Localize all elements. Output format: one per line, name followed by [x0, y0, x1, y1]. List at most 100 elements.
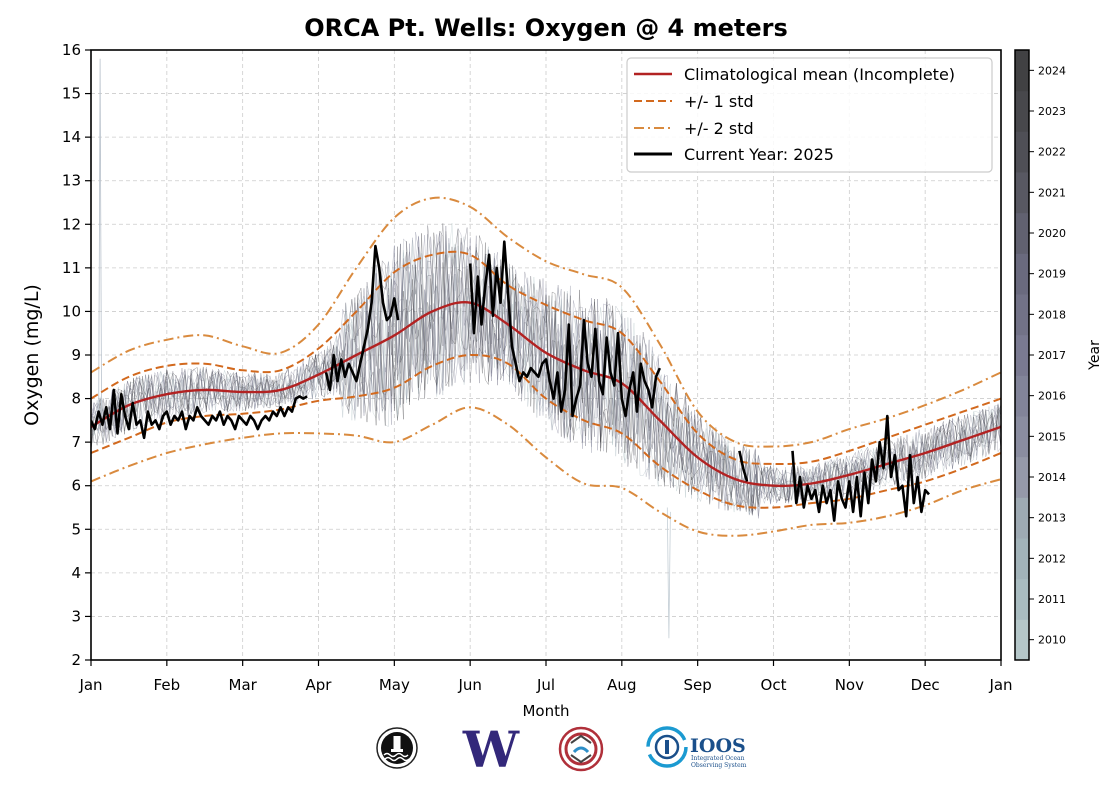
current-year-line-segment-2 — [324, 244, 400, 392]
historical-spike — [666, 507, 671, 639]
x-tick-label: Jun — [457, 676, 481, 694]
x-tick-label: Nov — [835, 676, 864, 694]
y-tick-label: 10 — [62, 302, 81, 320]
colorbar-tick-label: 2018 — [1038, 308, 1066, 321]
y-tick-label: 2 — [71, 651, 81, 669]
mean-line — [91, 301, 1001, 488]
y-tick-label: 16 — [62, 41, 81, 59]
ioos-logo-subtitle-1: Integrated Ocean — [691, 755, 745, 762]
legend-label-1std: +/- 1 std — [684, 92, 754, 111]
y-tick-label: 9 — [71, 346, 81, 364]
y-tick-label: 4 — [71, 564, 81, 582]
colorbar-tick-label: 2024 — [1038, 64, 1066, 77]
current-year-line-segment-5 — [791, 414, 930, 522]
native-art-logo — [558, 726, 604, 772]
uw-logo-text: W — [462, 720, 520, 779]
x-tick-label: Jan — [78, 676, 102, 694]
colorbar-swatch-2017 — [1015, 334, 1029, 376]
x-tick-label: Mar — [229, 676, 258, 694]
ioos-logo: IOOS Integrated Ocean Observing System — [646, 726, 747, 769]
colorbar-swatch-2022 — [1015, 131, 1029, 173]
legend-item-2std: +/- 2 std — [634, 119, 754, 138]
nanoos-buoy-logo — [376, 727, 418, 769]
y-tick-label: 5 — [71, 520, 81, 538]
historical-year-line-2019 — [91, 225, 1001, 514]
colorbar-swatch-2018 — [1015, 294, 1029, 336]
colorbar-swatch-2023 — [1015, 90, 1029, 132]
y-tick-label: 3 — [71, 607, 81, 625]
colorbar-tick-label: 2014 — [1038, 471, 1066, 484]
colorbar-label: Year — [1087, 340, 1103, 371]
y-tick-label: 15 — [62, 85, 81, 103]
colorbar-tick-label: 2011 — [1038, 593, 1066, 606]
colorbar-tick-label: 2017 — [1038, 349, 1066, 362]
colorbar-tick-label: 2013 — [1038, 512, 1066, 525]
colorbar-tick-label: 2021 — [1038, 186, 1066, 199]
y-axis-label: Oxygen (mg/L) — [21, 284, 43, 426]
chart-title: ORCA Pt. Wells: Oxygen @ 4 meters — [304, 14, 788, 42]
y-tick-label: 8 — [71, 390, 81, 408]
colorbar-swatch-2020 — [1015, 212, 1029, 254]
legend-item-current-year: Current Year: 2025 — [634, 145, 834, 164]
colorbar-swatch-2019 — [1015, 253, 1029, 295]
legend-label-current-year: Current Year: 2025 — [684, 145, 834, 164]
x-tick-label: Dec — [911, 676, 940, 694]
historical-year-line-2016 — [91, 232, 1001, 515]
legend-item-mean: Climatological mean (Incomplete) — [634, 65, 955, 84]
historical-spike — [98, 58, 102, 434]
x-tick-label: Sep — [684, 676, 712, 694]
x-tick-label: Feb — [154, 676, 181, 694]
x-axis: Jan Feb Mar Apr May Jun Jul Aug Sep Oct Nov Dec Jan — [78, 660, 1013, 694]
ioos-logo-text: IOOS — [690, 735, 746, 757]
x-axis-label: Month — [522, 702, 569, 720]
colorbar-swatch-2012 — [1015, 538, 1029, 580]
x-tick-label: May — [379, 676, 410, 694]
colorbar-tick-label: 2020 — [1038, 227, 1066, 240]
x-tick-label: Oct — [761, 676, 787, 694]
y-tick-label: 7 — [71, 433, 81, 451]
current-year-line-segment-4 — [738, 450, 749, 482]
y-tick-label: 6 — [71, 477, 81, 495]
legend: Climatological mean (Incomplete) +/- 1 s… — [626, 57, 993, 173]
x-tick-label: Jan — [988, 676, 1012, 694]
colorbar-swatch-2016 — [1015, 375, 1029, 417]
colorbar-swatch-2021 — [1015, 172, 1029, 214]
current-year-line-segment-1 — [91, 388, 308, 440]
colorbar-tick-label: 2022 — [1038, 146, 1066, 159]
colorbar: 2010 2011 2012 2013 2014 2015 2016 2017 2018 2019… — [1014, 49, 1066, 661]
minus-1-std-line — [91, 353, 1001, 509]
colorbar-swatch-2014 — [1015, 456, 1029, 498]
x-tick-label: Jul — [536, 676, 555, 694]
legend-box — [626, 57, 993, 173]
y-tick-label: 13 — [62, 172, 81, 190]
current-year-line-segment-3 — [468, 240, 661, 418]
x-tick-label: Aug — [607, 676, 636, 694]
colorbar-tick-label: 2016 — [1038, 390, 1066, 403]
colorbar-swatch-2024 — [1015, 50, 1029, 92]
plus-1-std-line — [91, 250, 1001, 466]
colorbar-tick-label: 2012 — [1038, 552, 1066, 565]
colorbar-tick-label: 2019 — [1038, 268, 1066, 281]
colorbar-tick-label: 2015 — [1038, 430, 1066, 443]
colorbar-swatch-2010 — [1015, 619, 1029, 661]
y-tick-label: 14 — [62, 128, 81, 146]
y-tick-label: 12 — [62, 215, 81, 233]
minus-2-std-line — [91, 406, 1001, 537]
y-axis: 2 3 4 5 6 7 8 9 10 11 12 13 14 15 16 — [62, 41, 91, 669]
colorbar-swatch-2015 — [1015, 416, 1029, 458]
y-tick-label: 11 — [62, 259, 81, 277]
colorbar-frame — [1014, 49, 1030, 661]
legend-label-2std: +/- 2 std — [684, 119, 754, 138]
series-layer — [91, 196, 1001, 537]
colorbar-tick-label: 2010 — [1038, 634, 1066, 647]
legend-label-mean: Climatological mean (Incomplete) — [684, 65, 955, 84]
colorbar-tick-label: 2023 — [1038, 105, 1066, 118]
colorbar-swatch-2013 — [1015, 497, 1029, 539]
uw-logo: W — [462, 720, 520, 779]
plus-2-std-line — [91, 196, 1001, 448]
legend-item-1std: +/- 1 std — [634, 92, 754, 111]
ioos-logo-subtitle-2: Observing System — [691, 762, 747, 769]
colorbar-swatch-2011 — [1015, 578, 1029, 620]
x-tick-label: Apr — [306, 676, 333, 694]
